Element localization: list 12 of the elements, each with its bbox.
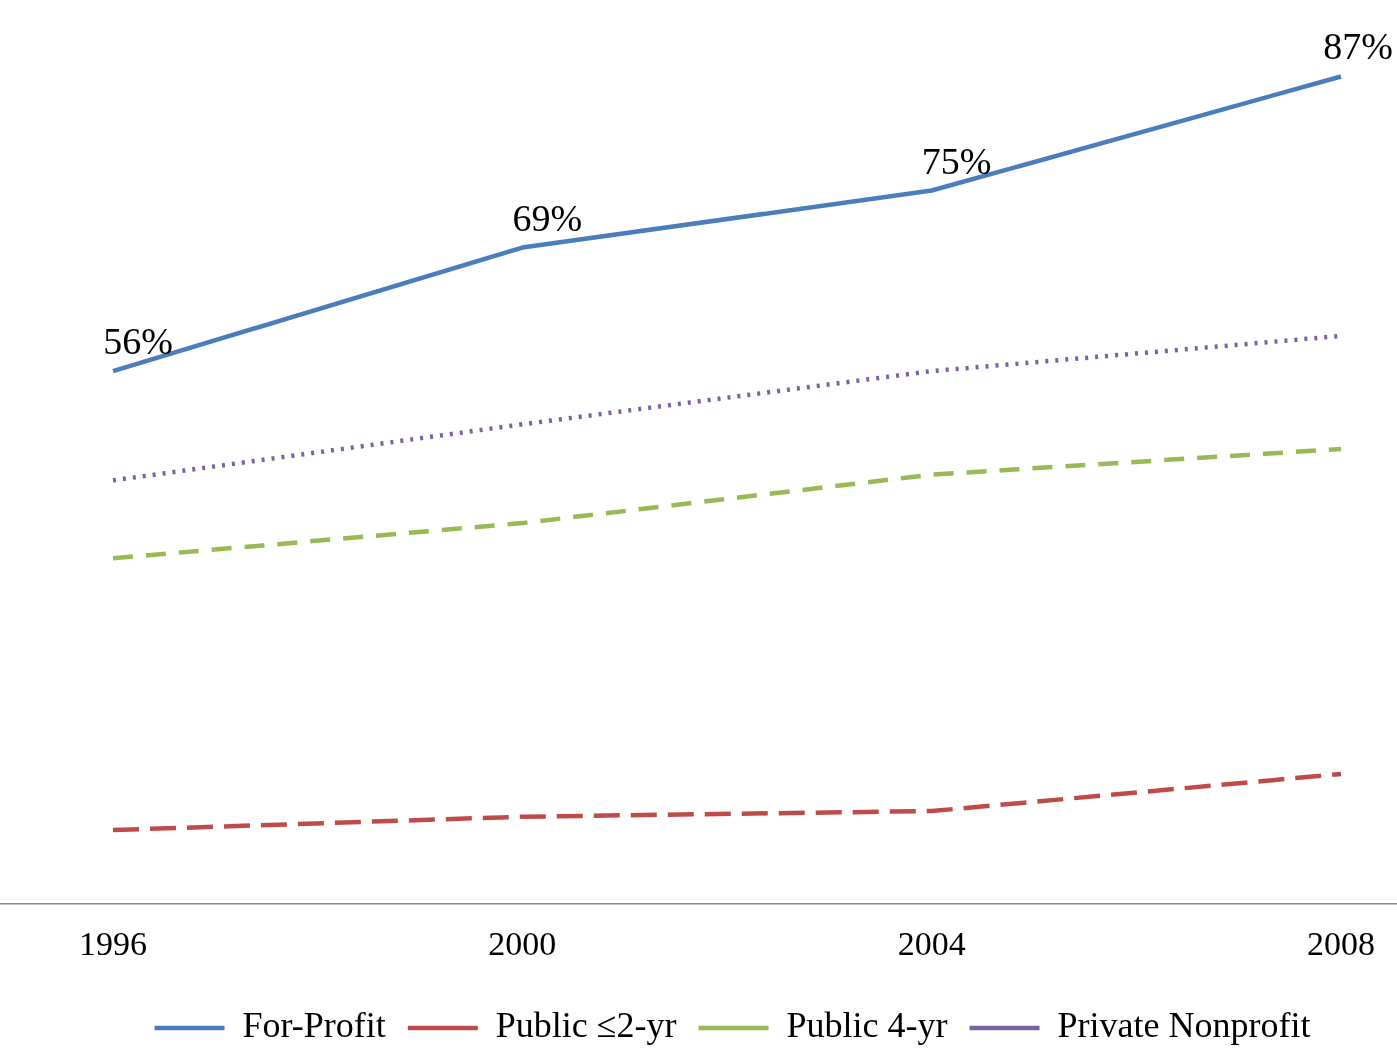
legend-label: Public 4-yr xyxy=(786,1005,948,1046)
data-label: 69% xyxy=(512,196,583,239)
data-label: 75% xyxy=(921,139,992,182)
x-tick-label: 2000 xyxy=(488,924,557,962)
x-tick-label: 1996 xyxy=(79,924,147,962)
data-label: 87% xyxy=(1323,25,1393,68)
legend-label: Public ≤2-yr xyxy=(495,1005,677,1046)
data-label: 56% xyxy=(103,320,173,363)
legend-label: Private Nonprofit xyxy=(1057,1005,1311,1046)
x-tick-label: 2008 xyxy=(1307,924,1375,962)
legend-label: For-Profit xyxy=(242,1005,386,1046)
x-tick-label: 2004 xyxy=(897,924,966,962)
